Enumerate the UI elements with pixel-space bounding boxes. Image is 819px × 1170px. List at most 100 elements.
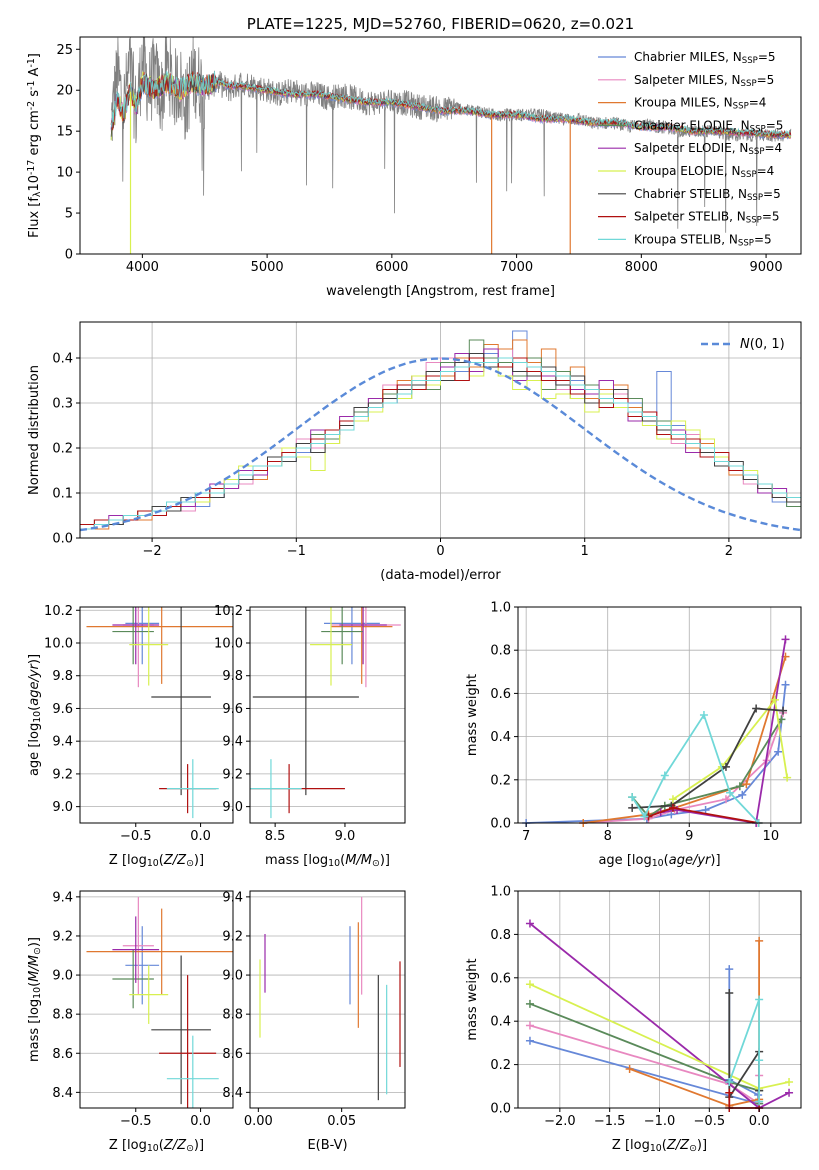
mass-weight-marker xyxy=(699,711,708,719)
y-tick-label: 0.4 xyxy=(490,730,511,745)
mass-extinction-panel: 0.00 0.05 8.4 8.6 8.8 9.0 9.2 9.4 E(B-V) xyxy=(222,890,406,1153)
legend-label: Chabrier STELIB, NSSP=5 xyxy=(634,187,781,203)
y-tick-label: 9.2 xyxy=(222,929,243,944)
y-tick-label: 0.4 xyxy=(52,352,73,367)
mass-weight-marker xyxy=(755,936,764,945)
y-tick-label: 9.0 xyxy=(52,969,73,984)
normal-reference-curve xyxy=(80,357,801,532)
y-tick-label: 9.6 xyxy=(222,702,243,717)
mass-weight-marker xyxy=(625,1064,634,1073)
mass-weight-line xyxy=(583,656,787,824)
mass-metallicity-panel: −0.5 0.0 8.4 8.6 8.8 9.0 9.2 9.4 Z [log10(Z/Z⊙)]… xyxy=(27,890,234,1154)
errorbar-point xyxy=(151,607,211,796)
mass-extinction-plot-area xyxy=(259,896,401,1101)
y-tick-label: 10.0 xyxy=(214,637,243,652)
errorbar-point xyxy=(122,896,154,995)
weight-metallicity-plot-area xyxy=(525,919,794,1112)
mass-weight-marker xyxy=(781,635,790,644)
y-tick-label: 0.0 xyxy=(490,1102,511,1117)
mass-weight-marker xyxy=(726,788,735,797)
x-tick-label: −0.5 xyxy=(120,829,152,844)
mass-weight-marker xyxy=(721,762,730,771)
y-tick-label: 9.0 xyxy=(52,800,73,815)
chart-title: PLATE=1225, MJD=52760, FIBERID=0620, z=0… xyxy=(247,15,634,33)
x-tick-label: −0.5 xyxy=(694,1114,726,1129)
errorbar-point xyxy=(129,965,169,1024)
x-tick-label: 10 xyxy=(763,829,780,844)
y-tick-label: 9.4 xyxy=(52,735,73,750)
axes-frame xyxy=(249,606,406,824)
mass-weight-marker xyxy=(785,1077,794,1086)
mass-weight-marker xyxy=(673,806,682,815)
mass-weight-line xyxy=(672,697,788,800)
y-tick-label: 0.6 xyxy=(490,687,511,702)
mass-weight-marker xyxy=(770,695,779,704)
y-tick-label: 8.8 xyxy=(222,1008,243,1023)
y-tick-label: 0.0 xyxy=(52,532,73,547)
x-tick-label: −1.0 xyxy=(644,1114,676,1129)
x-tick-label: 1 xyxy=(581,544,589,559)
mass-weight-marker xyxy=(725,1088,734,1097)
legend-label: Chabrier MILES, NSSP=5 xyxy=(634,50,776,66)
errorbar-point xyxy=(324,607,380,665)
x-tick-label: −1.5 xyxy=(594,1114,626,1129)
age-metallicity-plot-area xyxy=(86,607,233,819)
y-tick-label: 9.8 xyxy=(222,669,243,684)
x-axis-label: Z [log10(Z/Z⊙)] xyxy=(612,1138,707,1154)
mass-weight-marker xyxy=(779,706,788,715)
legend-label: Kroupa MILES, NSSP=4 xyxy=(634,96,766,112)
mass-weight-marker xyxy=(755,1097,764,1106)
y-tick-label: 9.8 xyxy=(52,669,73,684)
x-axis-label: (data-model)/error xyxy=(380,568,501,583)
mass-metallicity-plot-area xyxy=(86,896,233,1108)
errorbar-point xyxy=(330,607,393,684)
y-tick-label: 1.0 xyxy=(490,601,511,616)
mass-weight-line xyxy=(660,639,787,825)
y-tick-label: 0.2 xyxy=(490,1058,511,1073)
x-tick-label: −2.0 xyxy=(544,1114,576,1129)
mass-weight-marker xyxy=(525,980,534,989)
y-tick-label: 0.2 xyxy=(490,773,511,788)
axes-frame xyxy=(517,606,802,824)
y-tick-label: 0.3 xyxy=(52,397,73,412)
residuals-plot-area xyxy=(80,330,801,538)
x-tick-label: 8 xyxy=(604,829,612,844)
errorbar-point xyxy=(129,607,169,686)
mass-weight-marker xyxy=(721,795,730,804)
errorbar-point xyxy=(86,607,233,684)
errorbar-point xyxy=(125,607,160,665)
y-tick-label: 9.0 xyxy=(222,969,243,984)
mass-weight-marker xyxy=(668,795,677,804)
x-axis-label: Z [log10(Z/Z⊙)] xyxy=(109,1138,204,1154)
y-tick-label: 8.4 xyxy=(222,1086,243,1101)
y-tick-label: 15 xyxy=(56,125,73,140)
mass-weight-line xyxy=(631,712,760,824)
weight-age-panel: 7 8 9 10 0.0 0.2 0.4 0.6 0.8 1.0 age [log10(age/yr… xyxy=(465,601,802,869)
y-axis-label: mass [log10(M/M⊙)] xyxy=(27,937,43,1062)
legend-label: Salpeter ELODIE, NSSP=4 xyxy=(634,141,782,157)
spectrum-plot-area xyxy=(110,37,792,254)
mass-weight-marker xyxy=(783,773,792,782)
x-axis-label: mass [log10(M/M⊙)] xyxy=(265,853,390,869)
mass-weight-marker xyxy=(781,680,790,689)
y-tick-label: 9.2 xyxy=(52,767,73,782)
y-tick-label: 10.2 xyxy=(214,604,243,619)
legend-label: N(0, 1) xyxy=(740,337,785,352)
x-tick-label: 0.00 xyxy=(244,1114,273,1129)
errorbar-point xyxy=(125,926,160,1005)
legend-label: Kroupa STELIB, NSSP=5 xyxy=(634,232,772,248)
x-tick-label: 6000 xyxy=(375,260,408,275)
residuals-panel: −2 −1 0 1 2 0.0 0.1 0.2 0.3 0.4 (data-model)/error… xyxy=(27,321,802,583)
x-tick-label: 9 xyxy=(685,829,693,844)
errorbar-point xyxy=(112,916,160,983)
legend-label: Chabrier ELODIE, NSSP=5 xyxy=(634,118,783,134)
y-tick-label: 9.6 xyxy=(52,702,73,717)
x-tick-label: 9.0 xyxy=(335,829,356,844)
errorbar-point xyxy=(112,607,160,665)
histogram-step-line xyxy=(80,357,801,538)
axes-frame xyxy=(79,36,802,255)
y-tick-label: 0.1 xyxy=(52,487,73,502)
age-metallicity-panel: −0.5 0.0 9.0 9.2 9.4 9.6 9.8 10.0 10.2 Z [log10(Z… xyxy=(27,604,234,869)
y-tick-label: 9.4 xyxy=(222,890,243,905)
y-tick-label: 10.2 xyxy=(44,604,73,619)
